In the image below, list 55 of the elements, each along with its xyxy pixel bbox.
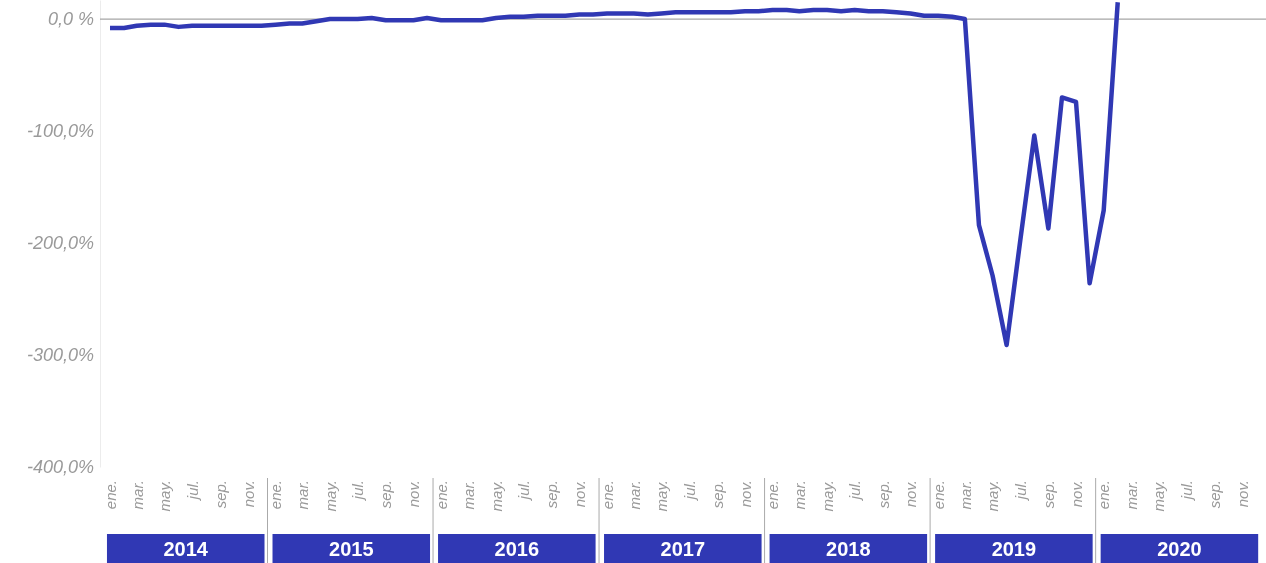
x-tick-label: jul. (515, 480, 533, 502)
x-tick-label: nov. (1067, 480, 1085, 508)
x-tick-label: mar. (1122, 480, 1140, 510)
x-tick-label: nov. (239, 480, 257, 508)
x-tick-label: jul. (183, 480, 201, 502)
x-tick-label: sep. (377, 480, 395, 509)
y-tick-label: -200,0% (26, 233, 94, 254)
x-tick-label: nov. (902, 480, 920, 508)
y-tick-label: -100,0% (26, 121, 94, 142)
x-tick-label: nov. (571, 480, 589, 508)
line-series (107, 0, 1120, 348)
x-tick-label: may. (984, 480, 1002, 512)
x-tick-label: mar. (956, 480, 974, 510)
x-tick-label: mar. (294, 480, 312, 510)
x-tick-label: sep. (1040, 480, 1058, 509)
x-tick-label: may. (653, 480, 671, 512)
x-tick-label: nov. (736, 480, 754, 508)
year-label: 2020 (1100, 534, 1259, 563)
x-tick-label: jul. (349, 480, 367, 502)
x-tick-label: may. (156, 480, 174, 512)
x-tick-label: ene. (267, 480, 285, 510)
year-label: 2015 (272, 534, 431, 563)
x-tick-label: jul. (1177, 480, 1195, 502)
x-tick-label: sep. (211, 480, 229, 509)
year-label: 2016 (438, 534, 596, 563)
x-tick-label: ene. (764, 480, 782, 510)
y-tick-label: -400,0% (26, 457, 94, 478)
x-tick-label: mar. (625, 480, 643, 510)
year-label: 2014 (106, 534, 265, 563)
x-tick-label: mar. (460, 480, 478, 510)
x-tick-label: sep. (874, 480, 892, 509)
y-tick-label: -300,0% (26, 345, 94, 366)
year-label: 2017 (604, 534, 762, 563)
x-tick-label: ene. (1095, 480, 1113, 510)
x-tick-label: mar. (128, 480, 146, 510)
x-tick-label: ene. (101, 480, 119, 510)
x-tick-label: may. (487, 480, 505, 512)
x-tick-label: jul. (846, 480, 864, 502)
x-tick-label: jul. (680, 480, 698, 502)
x-tick-label: may. (321, 480, 339, 512)
x-tick-label: mar. (791, 480, 809, 510)
year-label: 2019 (935, 534, 1093, 563)
x-tick-label: sep. (709, 480, 727, 509)
x-tick-label: may. (1150, 480, 1168, 512)
x-tick-label: nov. (405, 480, 423, 508)
x-tick-label: sep. (543, 480, 561, 509)
x-tick-label: may. (818, 480, 836, 512)
x-tick-label: ene. (929, 480, 947, 510)
year-label: 2018 (769, 534, 928, 563)
x-tick-label: jul. (1011, 480, 1029, 502)
x-tick-label: sep. (1206, 480, 1224, 509)
x-tick-label: ene. (598, 480, 616, 510)
y-tick-label: 0,0 % (47, 9, 94, 30)
x-tick-label: nov. (1233, 480, 1251, 508)
x-tick-label: ene. (432, 480, 450, 510)
